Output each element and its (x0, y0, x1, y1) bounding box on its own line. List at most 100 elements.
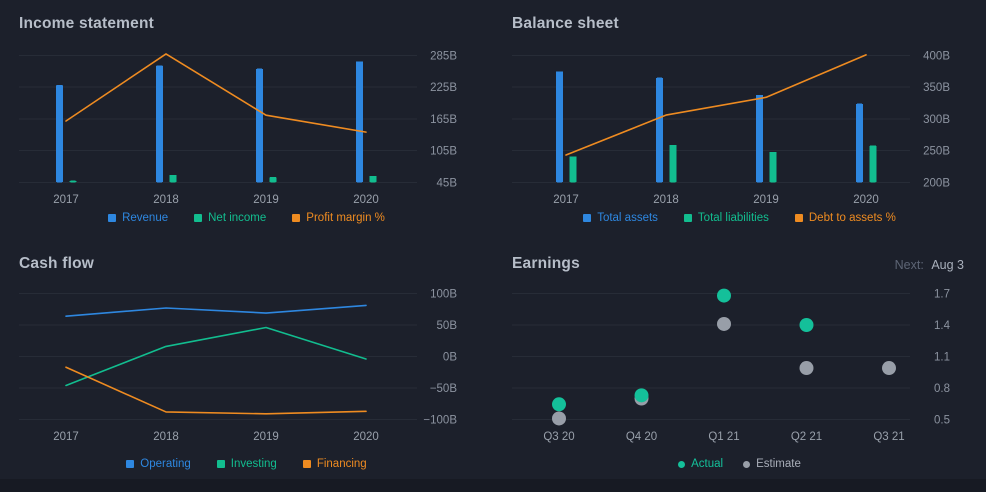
legend-label: Debt to assets % (808, 212, 896, 224)
y-tick-label: 0.8 (934, 383, 950, 395)
dot-estimate (552, 411, 566, 426)
legend-swatch-icon (216, 460, 225, 468)
y-tick-label: 300B (923, 114, 950, 126)
legend-swatch-icon (743, 460, 751, 468)
panel-earnings: Earnings Next: Aug 3 1.7 1.4 1.1 0.8 0.5 Q3 2… (493, 246, 986, 492)
next-earnings-label: Next: (894, 258, 924, 272)
line-profit-margin- (65, 53, 367, 133)
line-financing (65, 366, 367, 415)
legend-item-net-income: Net income (194, 212, 266, 224)
legend-swatch-icon (194, 214, 203, 222)
y-tick-label: 50B (437, 320, 458, 332)
y-tick-label: −50B (430, 383, 458, 395)
legend-item-profit-margin-: Profit margin % (292, 212, 385, 224)
bar-revenue (56, 85, 63, 183)
legend-item-operating: Operating (126, 458, 191, 470)
y-tick-label: 165B (430, 114, 457, 126)
x-tick-label: Q1 21 (708, 431, 739, 443)
y-tick-label: 100B (430, 289, 457, 301)
next-earnings-value: Aug 3 (931, 258, 964, 272)
bar-total-liabilities (869, 145, 877, 183)
y-tick-label: 200B (923, 177, 950, 189)
x-tick-label: Q3 20 (543, 431, 574, 443)
y-tick-label: 1.1 (934, 352, 950, 364)
x-tick-label: 2018 (153, 194, 179, 206)
y-tick-label: 225B (430, 82, 457, 94)
bar-total-liabilities (769, 151, 777, 183)
x-tick-label: Q4 20 (626, 431, 657, 443)
legend-item-total-assets: Total assets (583, 212, 658, 224)
x-tick-label: 2018 (653, 194, 679, 206)
panel-title-cash-flow: Cash flow (19, 255, 95, 272)
y-tick-label: 1.7 (934, 289, 950, 301)
panel-income-statement: Income statement 285B 225B 165B 105B 45B 2017… (0, 0, 493, 246)
x-tick-label: 2017 (53, 431, 79, 443)
legend-label: Total liabilities (697, 212, 769, 224)
x-tick-label: 2019 (753, 194, 779, 206)
panel-cash-flow: Cash flow 100B 50B 0B −50B −100B 2017 2018 2019… (0, 246, 493, 492)
legend-swatch-icon (583, 214, 592, 222)
line-investing (65, 326, 367, 387)
panel-title-balance-sheet: Balance sheet (512, 15, 619, 32)
bar-net-income (69, 180, 77, 183)
y-tick-label: −100B (423, 415, 457, 427)
dot-estimate (799, 361, 814, 376)
legend-swatch-icon (292, 214, 301, 222)
legend-item-total-liabilities: Total liabilities (683, 212, 769, 224)
panel-balance-sheet: Balance sheet 400B 350B 300B 250B 200B 2017 20… (493, 0, 986, 246)
bar-net-income (169, 174, 177, 183)
x-tick-label: 2019 (253, 431, 279, 443)
legend-item-debt-to-assets-: Debt to assets % (794, 212, 896, 224)
y-tick-label: 0.5 (934, 415, 950, 427)
footer-strip (0, 479, 986, 492)
bar-revenue (156, 65, 163, 183)
y-tick-label: 350B (923, 82, 950, 94)
balance-sheet-chart[interactable]: 400B 350B 300B 250B 200B 2017 2018 2019 2020 (493, 0, 986, 246)
x-tick-label: 2017 (53, 194, 79, 206)
x-tick-label: 2020 (353, 194, 379, 206)
bar-revenue (356, 61, 363, 183)
bar-total-assets (856, 103, 863, 183)
y-tick-label: 400B (923, 51, 950, 63)
legend-swatch-icon (108, 214, 117, 222)
legend-item-estimate: Estimate (743, 458, 801, 470)
legend-swatch-icon (794, 214, 803, 222)
income-statement-legend: Revenue Net income Profit margin % (0, 212, 493, 224)
dot-estimate (717, 316, 731, 331)
line-debt-to-assets- (565, 54, 867, 156)
income-statement-chart[interactable]: 285B 225B 165B 105B 45B 2017 2018 2019 2020 (0, 0, 493, 246)
x-tick-label: 2017 (553, 194, 579, 206)
earnings-legend: Actual Estimate (493, 458, 986, 470)
x-tick-label: 2020 (853, 194, 879, 206)
dot-actual (634, 388, 649, 403)
legend-label: Net income (208, 212, 267, 224)
panel-title-income-statement: Income statement (19, 15, 154, 32)
legend-label: Revenue (122, 212, 169, 224)
legend-item-financing: Financing (302, 458, 367, 470)
bar-total-liabilities (669, 144, 677, 183)
legend-label: Financing (316, 458, 367, 470)
legend-label: Investing (230, 458, 277, 470)
legend-swatch-icon (126, 460, 135, 468)
legend-swatch-icon (302, 460, 311, 468)
x-tick-label: 2019 (253, 194, 279, 206)
legend-swatch-icon (678, 460, 686, 468)
legend-item-actual: Actual (678, 458, 723, 470)
y-tick-label: 0B (443, 352, 457, 364)
x-tick-label: Q2 21 (791, 431, 822, 443)
x-tick-label: 2018 (153, 431, 179, 443)
panel-title-earnings: Earnings (512, 255, 580, 272)
y-tick-label: 250B (923, 146, 950, 158)
earnings-chart[interactable]: 1.7 1.4 1.1 0.8 0.5 Q3 20 Q4 20 Q1 21 Q2 21 Q3 21 (493, 246, 986, 492)
dot-actual (799, 318, 814, 332)
y-tick-label: 1.4 (934, 320, 951, 332)
cash-flow-chart[interactable]: 100B 50B 0B −50B −100B 2017 2018 2019 2020 (0, 246, 493, 492)
bar-net-income (269, 177, 277, 183)
legend-swatch-icon (683, 214, 692, 222)
legend-label: Profit margin % (306, 212, 385, 224)
cash-flow-legend: Operating Investing Financing (0, 458, 493, 470)
legend-label: Total assets (597, 212, 658, 224)
legend-label: Actual (691, 458, 724, 470)
x-tick-label: Q3 21 (873, 431, 904, 443)
